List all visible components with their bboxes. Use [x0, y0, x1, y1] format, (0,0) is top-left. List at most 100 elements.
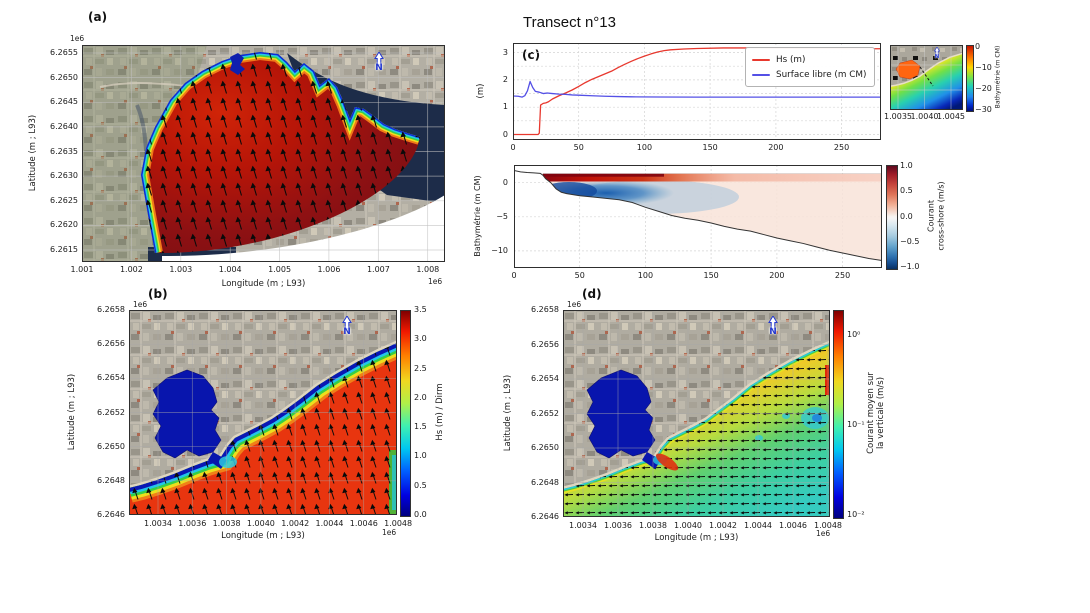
tick-label: −10 [975, 63, 992, 72]
tick-label: 1.0034 [569, 521, 597, 530]
line-chart-x-ticks: 0 50 100 150 200 250 [510, 142, 881, 154]
tick-label: 100 [637, 271, 654, 280]
panel-d-y-ticks: 6.2658 6.2656 6.2654 6.2652 6.2650 6.2648 6.26… [523, 306, 561, 521]
tick-label: 6.2650 [97, 441, 125, 451]
tick-label: 6.2635 [50, 146, 78, 156]
map-gridlines [129, 310, 397, 515]
harbor-channel [642, 452, 661, 469]
tick-label: 6.2625 [50, 195, 78, 205]
tick-label: 10⁻¹ [847, 420, 865, 429]
tick-label: 1.003 [169, 265, 193, 274]
tick-label: 3 [502, 47, 508, 57]
tick-label: 0 [510, 143, 516, 152]
axes-border [890, 45, 963, 110]
tick-label: 50 [574, 271, 585, 280]
tick-label: 1.0046 [779, 521, 807, 530]
tick-label: 0.0 [414, 510, 427, 520]
north-arrow-icon [374, 52, 384, 65]
inset-north-label: N [934, 53, 940, 61]
tick-label: −0.5 [900, 237, 920, 246]
tick-label: 150 [703, 271, 719, 280]
tick-label: 6.2650 [531, 443, 559, 452]
north-label: N [769, 327, 777, 337]
section-colorbar-label-line2: cross-shore (m/s) [936, 181, 945, 251]
tick-label: 6.2630 [50, 171, 78, 181]
lagoon-patch [230, 53, 245, 75]
tick-label: 100 [636, 143, 653, 152]
panel-d-colorbar [833, 310, 844, 519]
tick-label: 0.0 [900, 211, 913, 221]
panel-b-x-ticks: 1.0034 1.0036 1.0038 1.0040 1.0042 1.0044 1.00… [129, 518, 412, 530]
panel-d-colorbar-label-line2: la verticale (m/s) [876, 376, 886, 450]
axes-border [82, 45, 445, 262]
inset-north-arrow: N [933, 47, 941, 61]
tick-label: −5 [496, 211, 508, 221]
north-label: N [375, 63, 383, 73]
panel-d-ylabel: Latitude (m ; L93) [502, 374, 513, 452]
tick-label: 1.5 [414, 422, 427, 432]
panel-b-map [129, 310, 397, 515]
chart-legend: Hs (m) Surface libre (m CM) [745, 47, 876, 87]
panel-d-xlabel: Longitude (m ; L93) [654, 533, 739, 543]
tick-label: 1.0036 [178, 519, 207, 528]
no-data-area [162, 195, 445, 262]
tick-label: 200 [769, 271, 785, 280]
hs-legend-swatch [752, 58, 770, 61]
tick-label: 3.5 [414, 305, 427, 314]
transect-line [919, 66, 934, 87]
inset-bathymetry-field [890, 54, 963, 110]
north-arrow: N [768, 316, 778, 337]
legend-item-hs: Hs (m) [752, 52, 866, 67]
line-chart-y-ticks: 3 2 1 0 [488, 43, 510, 140]
hs-line [513, 47, 881, 136]
tick-label: 1.0046 [349, 519, 378, 528]
tick-label: 1.0040 [910, 112, 939, 121]
tick-label: 1.0 [900, 161, 913, 170]
section-colorbar-label: Courant cross-shore (m/s) [926, 181, 945, 250]
tick-label: 6.2658 [97, 305, 125, 314]
tick-label: 1.001 [70, 265, 94, 274]
tick-label: 1.0044 [315, 519, 344, 528]
panel-c-label: (c) [522, 48, 541, 62]
north-arrow-icon [768, 316, 778, 329]
transect-line-chart [513, 43, 881, 140]
north-arrow: N [342, 316, 352, 337]
tick-label: 1.008 [416, 265, 440, 274]
panel-b-y-ticks: 6.2658 6.2656 6.2654 6.2652 6.2650 6.2648 6.26… [89, 306, 127, 519]
tick-label: 1.0034 [144, 519, 172, 528]
tick-label: 6.2646 [531, 512, 559, 521]
north-arrow-icon [342, 316, 352, 329]
surface-libre-legend-label: Surface libre (m CM) [776, 69, 867, 80]
panel-a-x-axis-offset: 1e6 [428, 277, 443, 286]
tick-label: 200 [768, 143, 784, 152]
tick-label: 2.5 [414, 363, 427, 373]
panel-b-xlabel: Longitude (m ; L93) [221, 531, 305, 541]
tick-label: 6.2646 [97, 510, 125, 520]
tick-label: 0.5 [900, 186, 913, 195]
tick-label: −30 [975, 105, 992, 114]
panel-d-map [563, 310, 830, 517]
inset-x-ticks: 1.0035 1.0040 1.0045 [884, 111, 965, 121]
section-y-ticks: 0 −5 −10 [488, 165, 510, 268]
inset-colorbar-ticks: 0 −10 −20 −30 [975, 43, 993, 114]
tick-label: 10⁰ [847, 330, 861, 339]
tick-label: 6.2652 [531, 408, 559, 418]
bathymetry-profile-line [514, 169, 882, 261]
panel-d-colorbar-ticks: 10⁰ 10⁻¹ 10⁻² [847, 310, 873, 519]
panel-d-colorbar-label-line1: Courant moyen sur [865, 372, 876, 454]
tick-label: 1.0048 [814, 521, 842, 530]
tick-label: 6.2655 [50, 48, 78, 57]
bathymetry-inset-map [890, 45, 963, 110]
inset-colorbar-label: Bathymétrie (m CM) [994, 45, 1002, 109]
section-colorbar-label-line1: Courant [926, 200, 936, 232]
tick-label: 1.0 [414, 451, 427, 461]
tick-label: 2 [502, 74, 508, 84]
tick-label: 6.2620 [50, 220, 78, 230]
panel-a-y-ticks: 6.2655 6.2650 6.2645 6.2640 6.2635 6.2630 6.26… [42, 45, 80, 262]
tick-label: 6.2640 [50, 121, 78, 131]
inset-north-arrow-icon [933, 47, 941, 56]
tick-label: 1 [502, 102, 508, 112]
tick-label: 1.0044 [744, 521, 772, 530]
tick-label: 0 [502, 129, 508, 139]
tick-label: 0.5 [414, 480, 427, 490]
